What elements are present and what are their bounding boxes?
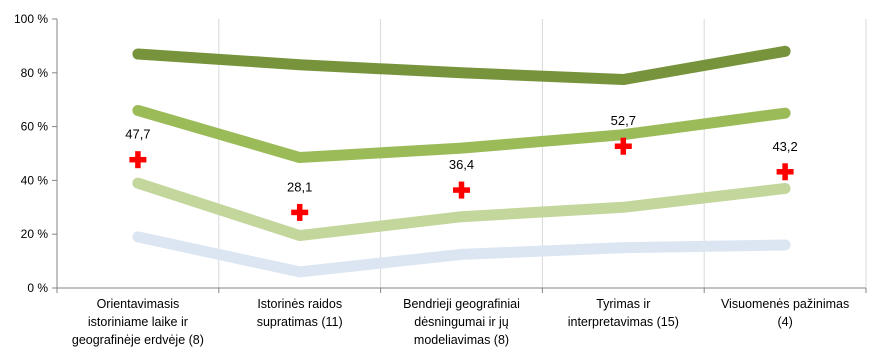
series-line-3 (132, 177, 791, 242)
x-category-label-line: Visuomenės pažinimas (721, 297, 849, 311)
series-line-2 (132, 104, 791, 164)
marker-point (776, 163, 794, 181)
x-category-label-line: geografinėje erdvėje (8) (72, 333, 204, 347)
series-lines (132, 45, 791, 278)
x-category-label: Visuomenės pažinimas (4) (721, 297, 849, 329)
x-axis: Orientavimasis istoriniame laike ir geogra… (56, 287, 867, 347)
x-category-label: Tyrimas ir interpretavimas (15) (568, 297, 679, 329)
data-label: 47,7 (125, 127, 150, 142)
y-tick-label: 0 % (27, 281, 48, 295)
data-label: 52,7 (611, 113, 636, 128)
y-tick-label: 100 % (14, 12, 48, 26)
marker-cross-vertical (458, 181, 465, 199)
marker-cross-vertical (620, 137, 627, 155)
x-category-label-line: Orientavimasis (97, 297, 180, 311)
markers: 47,7 28,1 36,4 52,7 43,2 (125, 113, 798, 221)
x-category-label-line: dėsningumai ir jų (414, 315, 509, 329)
data-label: 43,2 (772, 139, 797, 154)
marker-cross-vertical (135, 151, 141, 169)
x-category-label-line: istoriniame laike ir (88, 315, 188, 329)
x-category-label-line: supratimas (11) (257, 315, 343, 329)
marker-point (129, 151, 147, 169)
data-label: 36,4 (449, 157, 474, 172)
x-category-label-line: interpretavimas (15) (568, 315, 679, 329)
marker-cross-vertical (782, 163, 788, 181)
marker-cross-vertical (296, 203, 303, 221)
y-tick-label: 60 % (21, 120, 49, 134)
series-line-4 (132, 231, 791, 278)
x-category-label: Orientavimasis istoriniame laike ir geogra… (72, 297, 204, 347)
marker-point (291, 203, 309, 221)
x-category-label: Bendrieji geografiniai dėsningumai ir jų m… (403, 297, 520, 347)
y-tick-label: 80 % (21, 66, 49, 80)
marker-point (453, 181, 470, 199)
x-category-label-line: Tyrimas ir (596, 297, 650, 311)
series-line-1 (132, 45, 791, 86)
x-category-label: Istorinės raidos supratimas (11) (257, 297, 343, 329)
y-tick-label: 20 % (21, 227, 49, 241)
x-category-label-line: (4) (777, 315, 792, 329)
marker-point (614, 137, 632, 155)
y-axis: 0 % 20 % 40 % 60 % 80 % 100 % (14, 12, 58, 295)
x-category-label-line: Bendrieji geografiniai (403, 297, 520, 311)
x-category-label-line: Istorinės raidos (257, 297, 342, 311)
x-category-label-line: modeliavimas (8) (414, 333, 509, 347)
y-tick-label: 40 % (21, 173, 49, 187)
data-label: 28,1 (287, 179, 312, 194)
